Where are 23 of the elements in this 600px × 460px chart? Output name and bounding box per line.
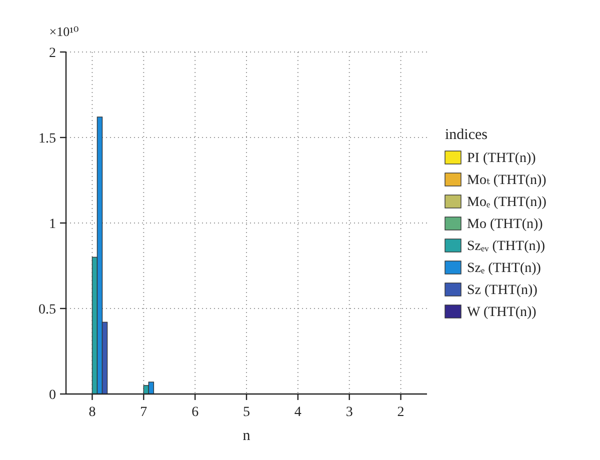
x-tick-label: 3 xyxy=(346,405,353,420)
legend-label: Moₜ (THT(n)) xyxy=(467,173,547,188)
x-axis-title: n xyxy=(242,428,251,444)
x-tick-label: 2 xyxy=(397,405,404,420)
legend-label: Szₑ (THT(n)) xyxy=(467,261,542,276)
legend-label: PI (THT(n)) xyxy=(467,151,536,166)
y-tick-label: 0 xyxy=(49,388,56,403)
x-tick-label: 7 xyxy=(140,405,148,420)
y-tick-label: 2 xyxy=(49,46,56,61)
x-tick-label: 8 xyxy=(88,405,96,420)
legend-label: W (THT(n)) xyxy=(467,305,537,320)
x-tick-label: 6 xyxy=(192,405,199,420)
x-tick-label: 5 xyxy=(243,405,250,420)
y-tick-label: 1 xyxy=(49,216,56,232)
text: ×10¹⁰ xyxy=(49,24,79,39)
y-tick-label: 0.5 xyxy=(38,302,56,318)
legend-label: Mo (THT(n)) xyxy=(467,217,544,232)
x-tick-label: 4 xyxy=(294,405,302,420)
legend-label: Sz (THT(n)) xyxy=(467,283,538,298)
legend-label: Szₑᵥ (THT(n)) xyxy=(467,239,546,254)
y-tick-label: 1.5 xyxy=(38,131,56,146)
legend-title: indices xyxy=(445,127,488,143)
legend-label: Moₑ (THT(n)) xyxy=(467,195,547,210)
